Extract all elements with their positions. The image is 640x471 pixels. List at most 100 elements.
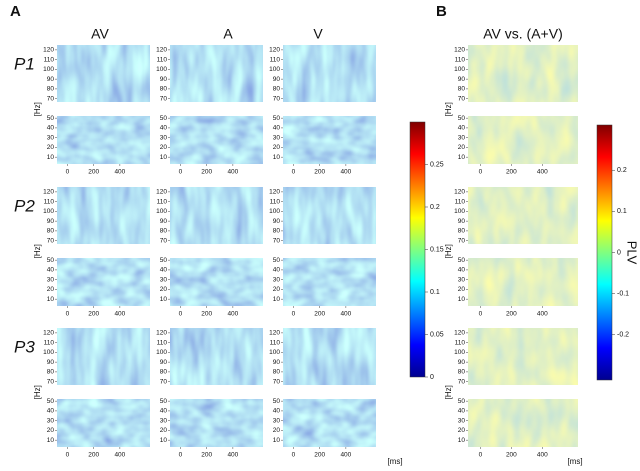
heatmap-low [170,116,263,164]
y-tick-label: 50 [273,115,281,122]
x-tick-label: 200 [201,169,212,176]
y-axis-label: [Hz] [444,385,453,399]
y-tick-label: 120 [156,189,167,196]
y-tick-label: 100 [43,66,54,73]
y-tick-label: 70 [273,95,281,102]
y-tick-label: 20 [273,144,281,151]
y-tick-label: 70 [458,237,466,244]
y-tick-label: 70 [47,378,55,385]
column-title: AV vs. (A+V) [483,26,562,42]
x-tick-label: 0 [479,169,483,176]
y-tick-label: 100 [454,66,465,73]
y-tick-label: 40 [458,267,466,274]
y-tick-label: 20 [160,427,168,434]
y-tick-label: 20 [273,427,281,434]
y-tick-label: 10 [273,296,281,303]
y-tick-label: 110 [157,339,168,346]
y-tick-label: 30 [273,417,281,424]
panel-label: A [10,3,21,20]
y-tick-label: 100 [454,208,465,215]
y-tick-label: 30 [273,134,281,141]
colorbar-tick-label: -0.2 [617,332,629,339]
y-tick-label: 20 [273,286,281,293]
heatmap-high [283,187,376,244]
y-tick-label: 30 [273,276,281,283]
x-tick-label: 200 [201,311,212,318]
y-tick-label: 50 [458,115,466,122]
heatmap-low [57,258,150,306]
x-tick-label: 200 [314,452,325,459]
y-tick-label: 80 [273,369,281,376]
x-tick-label: 0 [179,452,183,459]
y-tick-label: 80 [47,86,55,93]
x-tick-label: 400 [114,452,125,459]
y-tick-label: 20 [458,427,466,434]
x-tick-label: 400 [114,311,125,318]
y-tick-label: 90 [273,218,281,225]
heatmap-high [170,45,263,102]
colorbar-tick-label: 0 [617,249,621,256]
y-tick-label: 10 [458,154,466,161]
y-tick-label: 120 [269,47,280,54]
colorbar-label: PLV [625,241,640,265]
y-tick-label: 80 [458,86,466,93]
y-tick-label: 90 [160,76,168,83]
y-tick-label: 40 [273,125,281,132]
y-tick-label: 30 [47,276,55,283]
x-tick-label: 200 [88,169,99,176]
y-tick-label: 110 [157,198,168,205]
x-tick-label: 0 [479,311,483,318]
y-tick-label: 90 [160,218,168,225]
y-tick-label: 10 [273,437,281,444]
y-tick-label: 80 [160,369,168,376]
x-tick-label: 400 [537,452,548,459]
colorbar-tick-label: 0.25 [430,161,444,168]
y-tick-label: 10 [47,296,55,303]
y-tick-label: 110 [455,56,466,63]
y-tick-label: 90 [273,359,281,366]
y-tick-label: 80 [458,228,466,235]
y-axis-label: [Hz] [444,102,453,116]
x-axis-label: [ms] [567,457,582,466]
y-tick-label: 80 [47,369,55,376]
y-tick-label: 40 [458,125,466,132]
y-tick-label: 10 [47,437,55,444]
y-tick-label: 40 [160,125,168,132]
y-tick-label: 40 [47,408,55,415]
x-tick-label: 0 [66,169,70,176]
y-tick-label: 110 [455,198,466,205]
y-tick-label: 50 [273,257,281,264]
y-tick-label: 100 [269,208,280,215]
colorbar-tick-label: 0.2 [617,167,627,174]
y-tick-label: 80 [160,86,168,93]
y-tick-label: 80 [273,228,281,235]
heatmap-high [468,328,578,385]
y-tick-label: 80 [160,228,168,235]
y-axis-label: [Hz] [33,102,42,116]
y-tick-label: 120 [269,189,280,196]
y-tick-label: 40 [47,267,55,274]
y-tick-label: 40 [273,408,281,415]
y-tick-label: 10 [458,296,466,303]
x-tick-label: 400 [537,169,548,176]
y-tick-label: 50 [458,257,466,264]
x-tick-label: 200 [314,169,325,176]
y-tick-label: 110 [44,56,55,63]
y-tick-label: 30 [47,134,55,141]
column-title: AV [91,26,109,42]
y-tick-label: 20 [160,286,168,293]
y-tick-label: 110 [455,339,466,346]
y-tick-label: 110 [270,56,281,63]
colorbar-tick-label: 0.1 [430,289,440,296]
y-tick-label: 10 [47,154,55,161]
heatmap-high [283,45,376,102]
y-tick-label: 10 [458,437,466,444]
y-tick-label: 80 [458,369,466,376]
y-tick-label: 50 [47,257,55,264]
y-tick-label: 40 [273,267,281,274]
y-tick-label: 20 [47,427,55,434]
x-tick-label: 400 [114,169,125,176]
y-tick-label: 120 [43,189,54,196]
y-tick-label: 20 [47,286,55,293]
heatmap-low [283,116,376,164]
